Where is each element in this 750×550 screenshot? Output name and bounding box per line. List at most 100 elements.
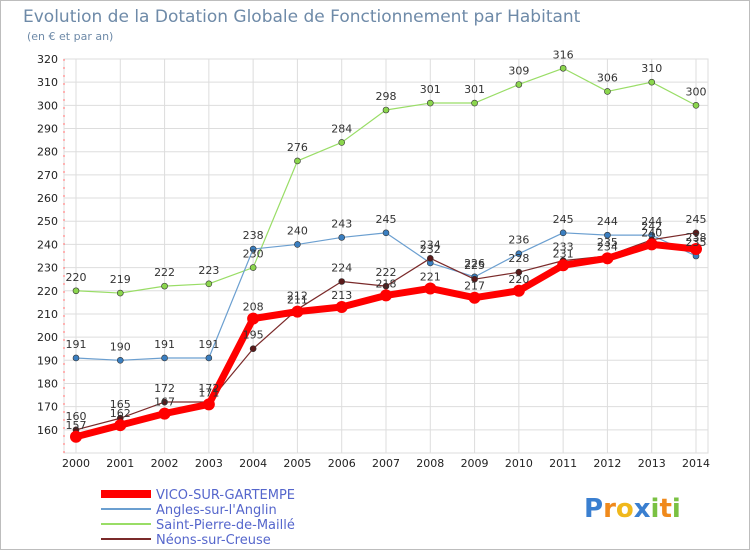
y-tick-label: 230 — [37, 262, 58, 275]
x-tick-label: 2007 — [372, 457, 400, 470]
data-label: 300 — [686, 85, 707, 98]
data-point — [335, 300, 348, 313]
data-point — [70, 430, 82, 443]
legend-label: Angles-sur-l'Anglin — [156, 503, 277, 518]
data-point — [114, 419, 127, 432]
data-label: 234 — [420, 238, 441, 251]
brand-letter: i — [651, 494, 660, 524]
data-point — [205, 280, 213, 288]
series-group — [70, 64, 702, 443]
data-label: 222 — [154, 266, 175, 279]
data-point — [604, 231, 611, 239]
data-label: 232 — [420, 243, 441, 256]
data-label: 218 — [376, 277, 397, 290]
y-tick-label: 300 — [37, 99, 58, 112]
y-tick-label: 240 — [37, 238, 58, 251]
data-point — [202, 398, 215, 411]
data-point — [426, 99, 434, 107]
brand-letter: i — [672, 494, 681, 524]
data-point — [382, 106, 390, 114]
data-label: 230 — [243, 248, 264, 261]
data-label: 167 — [154, 396, 175, 409]
data-label: 245 — [686, 213, 707, 226]
chart-subtitle: (en € et par an) — [27, 30, 113, 43]
data-point — [249, 345, 257, 353]
legend-label: Néons-sur-Creuse — [156, 533, 271, 548]
data-label: 242 — [641, 220, 662, 233]
x-tick-label: 2008 — [416, 457, 444, 470]
data-point — [604, 88, 611, 95]
x-tick-label: 2013 — [638, 457, 666, 470]
data-label: 217 — [464, 280, 485, 293]
y-tick-label: 270 — [37, 169, 58, 182]
data-label: 224 — [331, 261, 352, 274]
data-point — [294, 157, 301, 165]
data-point — [338, 278, 346, 285]
data-point — [426, 255, 434, 262]
x-tick-label: 2010 — [505, 457, 533, 470]
data-label: 316 — [553, 48, 574, 61]
data-label: 228 — [508, 252, 529, 265]
data-point — [559, 229, 567, 237]
data-label: 309 — [508, 64, 529, 77]
data-point — [382, 229, 390, 237]
data-point — [291, 305, 304, 318]
brand-letter: o — [616, 494, 634, 524]
data-labels: 220 219 222 223 230 276 284 298 301 301 309 316 306 3… — [66, 48, 707, 432]
data-point — [247, 312, 260, 325]
data-label: 244 — [641, 215, 662, 228]
data-point — [338, 139, 346, 146]
y-tick-label: 320 — [37, 53, 58, 66]
data-point — [338, 234, 346, 241]
y-tick-label: 220 — [37, 285, 58, 298]
data-label: 172 — [154, 382, 175, 395]
brand-letter: x — [634, 494, 651, 524]
data-label: 234 — [597, 240, 618, 253]
gridlines — [63, 58, 709, 454]
legend-label: VICO-SUR-GARTEMPE — [156, 488, 295, 503]
data-label: 301 — [464, 83, 485, 96]
x-tick-label: 2012 — [593, 457, 621, 470]
data-point — [468, 291, 481, 304]
data-point — [205, 354, 213, 362]
x-tick-label: 2002 — [151, 457, 179, 470]
data-point — [72, 354, 80, 362]
data-label: 310 — [641, 62, 662, 75]
data-point — [471, 99, 478, 107]
data-label: 235 — [686, 236, 707, 249]
data-point — [515, 268, 523, 276]
legend: VICO-SUR-GARTEMPEAngles-sur-l'AnglinSain… — [101, 488, 295, 548]
y-tick-label: 290 — [37, 123, 58, 136]
data-point — [471, 275, 478, 283]
data-label: 220 — [66, 271, 87, 284]
data-label: 165 — [110, 398, 131, 411]
data-label: 306 — [597, 71, 618, 84]
y-tick-label: 280 — [37, 146, 58, 159]
y-tick-label: 160 — [37, 424, 58, 437]
y-tick-label: 210 — [37, 308, 58, 321]
data-label: 284 — [331, 122, 352, 135]
chart-title: Evolution de la Dotation Globale de Fonc… — [23, 7, 581, 27]
data-point — [382, 282, 390, 290]
data-point — [559, 64, 567, 72]
data-point — [424, 282, 437, 295]
data-label: 240 — [641, 226, 662, 239]
x-tick-label: 2014 — [682, 457, 710, 470]
data-label: 222 — [376, 266, 397, 279]
data-label: 212 — [287, 289, 308, 302]
y-tick-label: 200 — [37, 331, 58, 344]
data-point — [648, 78, 656, 86]
data-label: 226 — [464, 257, 485, 270]
data-label: 298 — [376, 90, 397, 103]
data-label: 301 — [420, 83, 441, 96]
data-point — [158, 407, 171, 420]
data-point — [380, 289, 392, 302]
data-label: 243 — [331, 217, 352, 230]
data-label: 162 — [110, 407, 131, 420]
data-label: 223 — [198, 264, 219, 277]
data-label: 190 — [110, 340, 131, 353]
data-point — [72, 287, 80, 295]
data-label: 244 — [597, 215, 618, 228]
